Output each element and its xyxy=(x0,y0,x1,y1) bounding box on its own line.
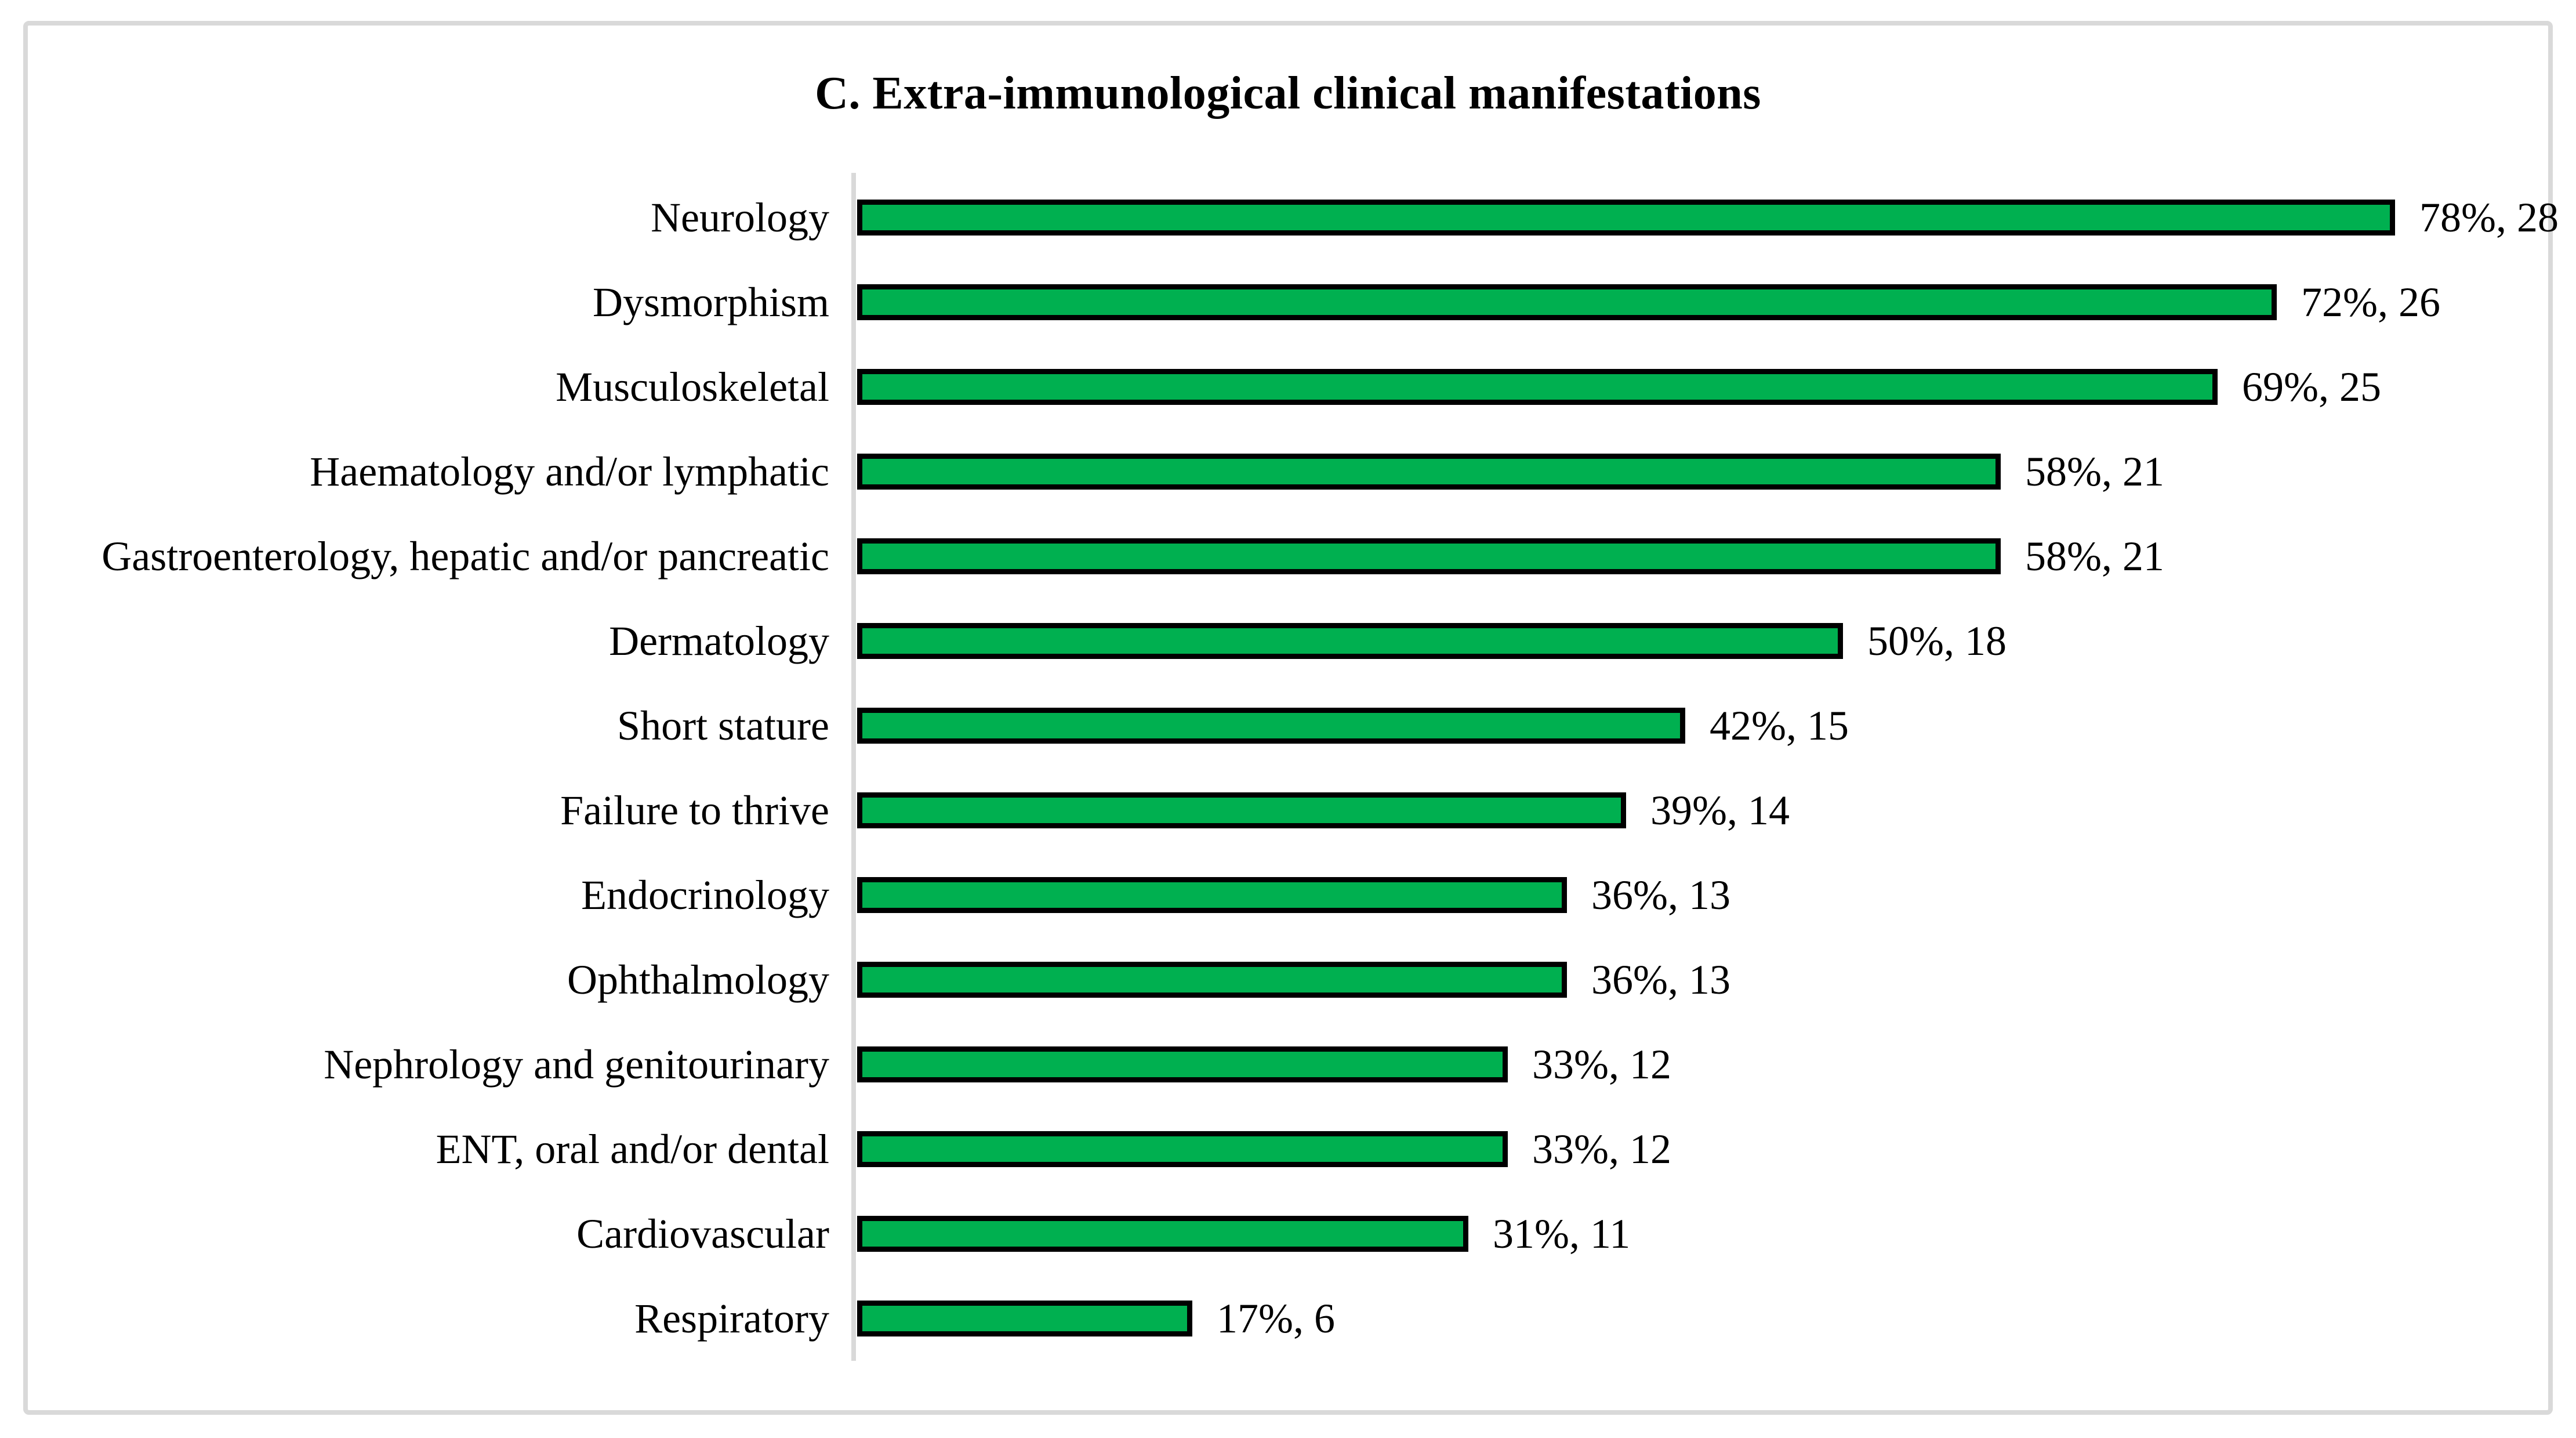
category-label: Respiratory xyxy=(634,1295,829,1342)
bar-track: 58%, 21 xyxy=(857,535,2576,577)
bar-rows: Neurology 78%, 28 Dysmorphism 72%, 26 Muscul… xyxy=(23,175,2559,1361)
bar-row: Cardiovascular 31%, 11 xyxy=(23,1191,2553,1276)
bar xyxy=(857,708,1685,744)
category-label: Haematology and/or lymphatic xyxy=(310,448,829,495)
value-label: 17%, 6 xyxy=(1217,1295,1335,1342)
value-label: 58%, 21 xyxy=(2025,533,2164,579)
bar-row: Dysmorphism 72%, 26 xyxy=(23,260,2553,345)
bar-row: Neurology 78%, 28 xyxy=(23,175,2559,260)
category-axis-line xyxy=(851,173,856,1361)
bar xyxy=(857,1216,1468,1252)
bar xyxy=(857,792,1626,828)
bar-track: 17%, 6 xyxy=(857,1298,2576,1339)
bar-row: Dermatology 50%, 18 xyxy=(23,599,2553,683)
bar xyxy=(857,538,2001,574)
chart-title: C. Extra-immunological clinical manifest… xyxy=(815,68,1761,119)
category-label: Failure to thrive xyxy=(560,787,829,834)
value-label: 69%, 25 xyxy=(2242,364,2381,410)
bar-track: 58%, 21 xyxy=(857,451,2576,492)
bar xyxy=(857,962,1567,998)
value-label: 36%, 13 xyxy=(1591,872,1730,918)
bar-row: Musculoskeletal 69%, 25 xyxy=(23,345,2553,429)
bar-track: 72%, 26 xyxy=(857,281,2576,323)
category-label: Dysmorphism xyxy=(592,279,829,325)
category-label: Endocrinology xyxy=(581,872,829,918)
bar-row: Nephrology and genitourinary 33%, 12 xyxy=(23,1022,2553,1107)
value-label: 36%, 13 xyxy=(1591,957,1730,1003)
bar xyxy=(857,200,2395,236)
bar xyxy=(857,284,2277,320)
bar-track: 33%, 12 xyxy=(857,1044,2576,1085)
value-label: 42%, 15 xyxy=(1710,702,1849,749)
bar xyxy=(857,1131,1508,1167)
category-label: Nephrology and genitourinary xyxy=(324,1041,829,1088)
category-label: Dermatology xyxy=(609,618,829,664)
bar xyxy=(857,369,2218,405)
bar-track: 36%, 13 xyxy=(857,874,2576,916)
value-label: 78%, 28 xyxy=(2419,194,2559,241)
bar-row: Failure to thrive 39%, 14 xyxy=(23,768,2553,853)
bar-row: Ophthalmology 36%, 13 xyxy=(23,937,2553,1022)
value-label: 72%, 26 xyxy=(2301,279,2440,325)
bar-track: 31%, 11 xyxy=(857,1213,2576,1255)
category-label: Short stature xyxy=(617,702,829,749)
value-label: 33%, 12 xyxy=(1532,1126,1671,1172)
bar-track: 36%, 13 xyxy=(857,959,2576,1001)
bar xyxy=(857,1301,1192,1336)
bar-track: 39%, 14 xyxy=(857,789,2576,831)
bar-row: ENT, oral and/or dental 33%, 12 xyxy=(23,1107,2553,1191)
bar xyxy=(857,1046,1508,1082)
bar-row: Haematology and/or lymphatic 58%, 21 xyxy=(23,429,2553,514)
bar-row: Respiratory 17%, 6 xyxy=(23,1276,2553,1361)
category-label: Ophthalmology xyxy=(567,957,829,1003)
value-label: 58%, 21 xyxy=(2025,448,2164,495)
bar-row: Gastroenterology, hepatic and/or pancrea… xyxy=(23,514,2553,599)
bar-track: 50%, 18 xyxy=(857,620,2576,662)
category-label: Neurology xyxy=(651,194,829,241)
bar-row: Short stature 42%, 15 xyxy=(23,683,2553,768)
bar-track: 78%, 28 xyxy=(857,197,2576,238)
bar-track: 42%, 15 xyxy=(857,705,2576,747)
bar xyxy=(857,623,1843,659)
value-label: 39%, 14 xyxy=(1650,787,1790,834)
value-label: 33%, 12 xyxy=(1532,1041,1671,1088)
bar-track: 33%, 12 xyxy=(857,1128,2576,1170)
bar-track: 69%, 25 xyxy=(857,366,2576,408)
value-label: 50%, 18 xyxy=(1867,618,2007,664)
category-label: ENT, oral and/or dental xyxy=(436,1126,829,1172)
bar xyxy=(857,454,2001,490)
category-label: Musculoskeletal xyxy=(556,364,829,410)
category-label: Gastroenterology, hepatic and/or pancrea… xyxy=(101,533,829,579)
bar-row: Endocrinology 36%, 13 xyxy=(23,853,2553,937)
bar xyxy=(857,877,1567,913)
category-label: Cardiovascular xyxy=(576,1211,829,1257)
value-label: 31%, 11 xyxy=(1493,1211,1631,1257)
